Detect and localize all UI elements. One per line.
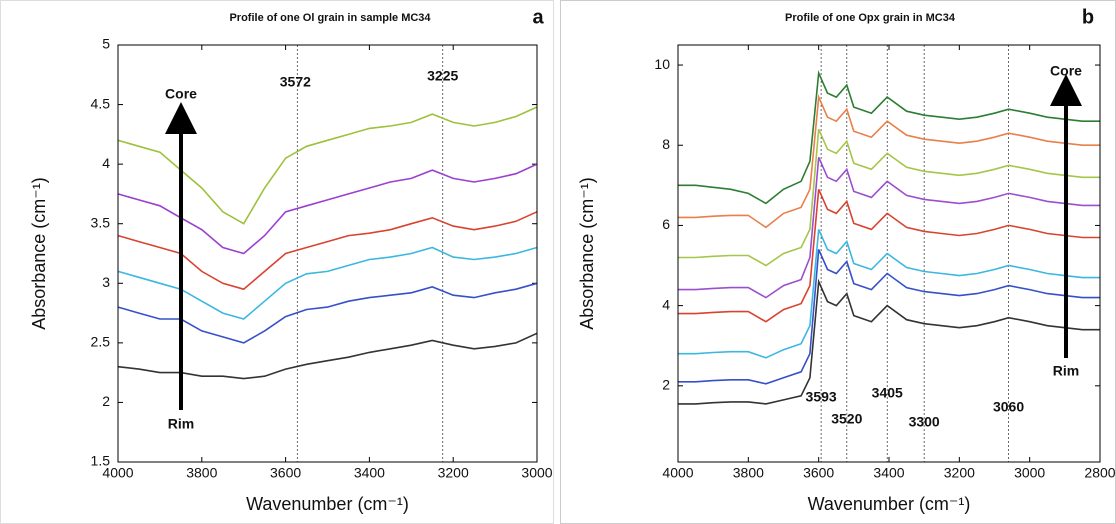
spectrum-line [117,211,538,291]
y-tick-label: 5 [102,36,110,52]
x-tick-label: 4000 [102,465,133,481]
x-axis-label: Wavenumber (cm⁻¹) [808,494,971,514]
annotation: Core [165,86,197,102]
panel-frame [560,0,1116,524]
spectrum-line [678,93,1100,229]
x-axis-label: Wavenumber (cm⁻¹) [246,494,409,514]
panel-label: a [532,6,544,28]
y-tick-label: 4.5 [91,95,111,111]
chart-title: Profile of one Ol grain in sample MC34 [229,12,431,24]
x-tick-label: 3600 [270,465,301,481]
y-tick-label: 8 [662,136,670,152]
annotation: Core [1050,63,1082,79]
panel-frame [0,0,554,524]
x-tick-label: 2800 [1084,465,1115,481]
y-axis-label: Absorbance (cm⁻¹) [577,177,597,330]
y-tick-label: 3 [102,274,110,290]
reference-label: 3572 [280,74,311,90]
panel-label: b [1082,6,1094,28]
x-tick-label: 4000 [662,465,693,481]
spectrum-line [678,229,1100,359]
spectrum-line [678,188,1100,323]
x-tick-label: 3000 [1014,465,1045,481]
spectrum-line [117,246,538,320]
annotation: Rim [1053,363,1079,379]
reference-label: 3225 [427,68,458,84]
spectrum-line [678,249,1100,385]
y-tick-label: 3.5 [91,214,111,230]
x-tick-label: 3000 [521,465,552,481]
spectrum-line [678,128,1100,267]
reference-label: 3300 [909,414,940,430]
spectrum-line [117,163,538,255]
x-tick-label: 3200 [438,465,469,481]
spectrum-line [678,156,1100,299]
reference-label: 3405 [872,385,903,401]
spectrum-line [678,69,1100,205]
y-tick-label: 2 [662,377,670,393]
y-tick-label: 10 [654,56,670,72]
reference-label: 3520 [831,411,862,427]
y-tick-label: 6 [662,216,670,232]
spectrum-line [117,282,538,344]
spectrum-line [678,278,1100,405]
annotation: Rim [168,416,194,432]
y-tick-label: 4 [662,296,670,312]
x-tick-label: 3600 [803,465,834,481]
y-tick-label: 1.5 [91,453,111,469]
x-tick-label: 3800 [733,465,764,481]
plot-frame [677,44,1101,463]
x-tick-label: 3400 [354,465,385,481]
chart-title: Profile of one Opx grain in MC34 [785,12,956,24]
spectrum-line [117,332,538,380]
plot-frame [117,44,538,463]
y-tick-label: 4 [102,155,110,171]
y-axis-label: Absorbance (cm⁻¹) [29,177,49,330]
y-tick-label: 2.5 [91,334,111,350]
y-tick-label: 2 [102,393,110,409]
reference-label: 3060 [993,399,1024,415]
x-tick-label: 3800 [186,465,217,481]
spectrum-line [117,106,538,225]
reference-label: 3593 [806,389,837,405]
x-tick-label: 3200 [944,465,975,481]
x-tick-label: 3400 [873,465,904,481]
